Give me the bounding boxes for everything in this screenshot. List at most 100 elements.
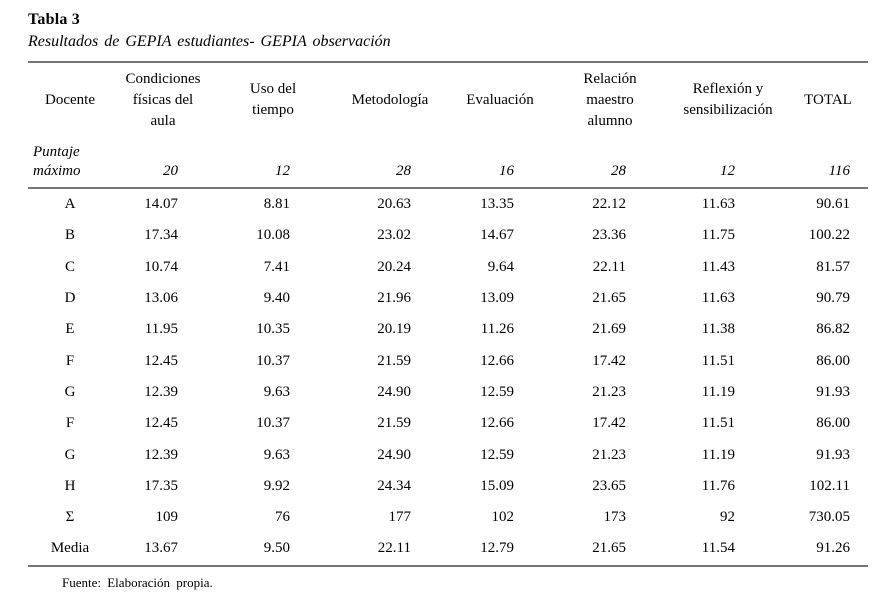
col-header-metodologia: Metodología — [351, 91, 429, 108]
value-cell: 86.00 — [816, 352, 850, 369]
value-cell: 10.08 — [256, 227, 290, 244]
value-cell: 11.19 — [701, 446, 735, 463]
col-header-total: TOTAL — [804, 91, 852, 108]
value-cell: 11.26 — [480, 321, 514, 338]
max-score-value: 12 — [668, 137, 788, 189]
table-row: Media 13.67 9.50 22.11 12.79 21.65 11.54… — [28, 533, 868, 567]
value-cell: 14.67 — [480, 227, 514, 244]
value-cell: 21.23 — [592, 383, 626, 400]
value-cell: 13.35 — [480, 196, 514, 213]
value-cell: 12.39 — [144, 446, 178, 463]
max-score-label: Puntaje máximo — [28, 137, 112, 189]
value-cell: 86.82 — [816, 321, 850, 338]
value-cell: 23.36 — [592, 227, 626, 244]
value-cell: 11.63 — [701, 196, 735, 213]
value-cell: 102 — [491, 509, 515, 526]
value-cell: 91.93 — [816, 446, 850, 463]
value-cell: 11.38 — [701, 321, 735, 338]
value-cell: 12.59 — [480, 446, 514, 463]
value-cell: 22.11 — [332, 533, 448, 567]
value-cell: 23.02 — [377, 227, 411, 244]
value-cell: 20.24 — [377, 258, 411, 275]
value-cell: 24.34 — [377, 477, 411, 494]
max-score-row: Puntaje máximo 20 12 28 16 28 12 116 — [28, 137, 868, 189]
value-cell: 20.63 — [377, 196, 411, 213]
docente-row-label: E — [65, 321, 75, 338]
value-cell: 12.45 — [144, 352, 178, 369]
value-cell: 12.39 — [144, 383, 178, 400]
table-row: H 17.35 9.92 24.34 15.09 23.65 11.76 102… — [28, 471, 868, 502]
value-cell: 21.59 — [377, 415, 411, 432]
value-cell: 15.09 — [480, 477, 514, 494]
value-cell: 20.19 — [377, 321, 411, 338]
value-cell: 11.76 — [701, 477, 735, 494]
value-cell: 22.11 — [592, 258, 626, 275]
value-cell: 11.95 — [144, 321, 178, 338]
value-cell: 730.05 — [808, 509, 850, 526]
value-cell: 11.51 — [701, 415, 735, 432]
results-table: Docente Condiciones físicas del aula Uso… — [28, 61, 868, 567]
table-row: G 12.39 9.63 24.90 12.59 21.23 11.19 91.… — [28, 439, 868, 470]
col-header-uso-del-tiempo: Uso del tiempo — [249, 81, 297, 118]
value-cell: 10.74 — [144, 258, 178, 275]
table-row: C 10.74 7.41 20.24 9.64 22.11 11.43 81.5… — [28, 252, 868, 283]
max-score-value: 12 — [214, 137, 332, 189]
docente-row-label: G — [64, 383, 76, 400]
max-score-value: 20 — [112, 137, 214, 189]
value-cell: 21.96 — [377, 290, 411, 307]
value-cell: 11.43 — [701, 258, 735, 275]
value-cell: 173 — [603, 509, 627, 526]
col-header-evaluacion: Evaluación — [466, 91, 534, 108]
table-row: B 17.34 10.08 23.02 14.67 23.36 11.75 10… — [28, 220, 868, 251]
docente-row-label: G — [64, 446, 76, 463]
docente-row-label: C — [64, 258, 75, 275]
value-cell: 11.63 — [701, 290, 735, 307]
value-cell: 177 — [388, 509, 412, 526]
value-cell: 12.79 — [448, 533, 552, 567]
max-score-value: 28 — [332, 137, 448, 189]
value-cell: 11.54 — [668, 533, 788, 567]
value-cell: 23.65 — [592, 477, 626, 494]
value-cell: 12.66 — [480, 415, 514, 432]
value-cell: 12.45 — [144, 415, 178, 432]
value-cell: 9.63 — [263, 446, 290, 463]
docente-row-label: F — [65, 352, 75, 369]
table-row: F 12.45 10.37 21.59 12.66 17.42 11.51 86… — [28, 345, 868, 376]
value-cell: 11.19 — [701, 383, 735, 400]
value-cell: 21.69 — [592, 321, 626, 338]
value-cell: 102.11 — [809, 477, 850, 494]
value-cell: 13.06 — [144, 290, 178, 307]
value-cell: 13.09 — [480, 290, 514, 307]
max-score-value: 16 — [448, 137, 552, 189]
table-row: D 13.06 9.40 21.96 13.09 21.65 11.63 90.… — [28, 283, 868, 314]
value-cell: 9.40 — [263, 290, 290, 307]
value-cell: 14.07 — [144, 196, 178, 213]
table-row: A 14.07 8.81 20.63 13.35 22.12 11.63 90.… — [28, 188, 868, 220]
value-cell: 81.57 — [816, 258, 850, 275]
value-cell: 10.35 — [256, 321, 290, 338]
value-cell: 9.64 — [487, 258, 514, 275]
value-cell: 76 — [275, 509, 290, 526]
value-cell: 86.00 — [816, 415, 850, 432]
value-cell: 12.59 — [480, 383, 514, 400]
docente-row-label: D — [64, 290, 76, 307]
value-cell: 24.90 — [377, 383, 411, 400]
value-cell: 11.75 — [701, 227, 735, 244]
docente-row-label: F — [65, 415, 75, 432]
docente-row-label: Σ — [65, 509, 75, 526]
value-cell: 17.42 — [592, 352, 626, 369]
value-cell: 91.26 — [788, 533, 868, 567]
value-cell: 9.92 — [263, 477, 290, 494]
col-header-condiciones-fisicas: Condiciones físicas del aula — [125, 70, 201, 129]
table-row: G 12.39 9.63 24.90 12.59 21.23 11.19 91.… — [28, 377, 868, 408]
col-header-reflexion-sensibilizacion: Reflexión y sensibilización — [683, 81, 773, 118]
value-cell: 90.61 — [816, 196, 850, 213]
source-note: Fuente: Elaboración propia. — [62, 574, 213, 590]
value-cell: 21.65 — [592, 290, 626, 307]
docente-row-label: Media — [28, 533, 112, 567]
value-cell: 11.51 — [701, 352, 735, 369]
docente-row-label: A — [64, 196, 76, 213]
value-cell: 12.66 — [480, 352, 514, 369]
value-cell: 17.42 — [592, 415, 626, 432]
